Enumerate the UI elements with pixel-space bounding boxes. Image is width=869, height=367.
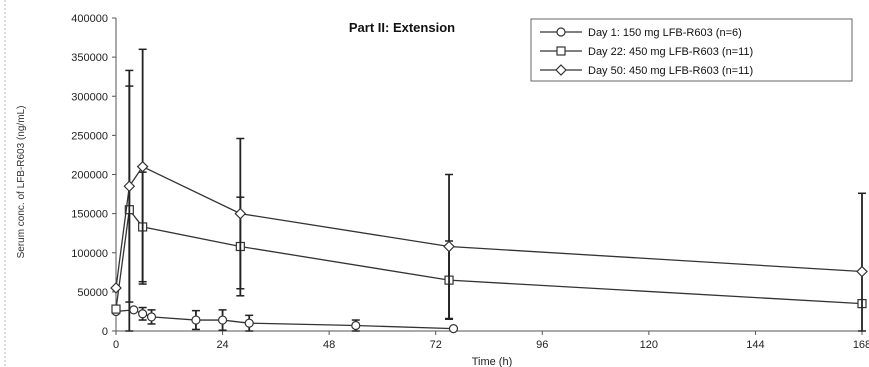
chart-title: Part II: Extension bbox=[349, 20, 455, 35]
data-point bbox=[111, 304, 121, 314]
legend: Day 1: 150 mg LFB-R603 (n=6) Day 22: 450 … bbox=[530, 18, 853, 82]
data-point bbox=[351, 320, 361, 331]
x-tick-label: 48 bbox=[323, 339, 335, 351]
data-point bbox=[856, 265, 868, 278]
data-point bbox=[217, 315, 228, 325]
x-tick-label: 24 bbox=[216, 339, 228, 351]
y-tick-label: 0 bbox=[102, 326, 108, 338]
legend-marker bbox=[556, 46, 566, 56]
series-3 bbox=[110, 48, 868, 332]
y-tick-label: 50000 bbox=[77, 287, 108, 299]
data-point bbox=[191, 315, 201, 325]
x-tick-label: 96 bbox=[536, 339, 548, 351]
y-tick-label: 100000 bbox=[71, 248, 108, 260]
series-line bbox=[115, 165, 863, 289]
x-tick-label: 72 bbox=[430, 339, 442, 351]
legend-entry: Day 22: 450 mg LFB-R603 (n=11) bbox=[540, 46, 753, 58]
y-axis-label: Serum conc. of LFB-R603 (ng/mL) bbox=[16, 106, 27, 259]
data-point bbox=[448, 324, 459, 334]
data-point bbox=[129, 305, 139, 315]
x-axis-label: Time (h) bbox=[472, 356, 513, 367]
legend-box bbox=[530, 18, 853, 82]
x-tick-label: 168 bbox=[853, 339, 869, 351]
series-line bbox=[115, 208, 863, 310]
legend-marker bbox=[555, 64, 567, 76]
legend-entry: Day 1: 150 mg LFB-R603 (n=6) bbox=[540, 27, 742, 39]
y-tick-label: 300000 bbox=[71, 91, 108, 103]
data-point bbox=[110, 282, 122, 294]
x-tick-label: 0 bbox=[113, 339, 119, 351]
data-point bbox=[234, 207, 247, 220]
y-tick-label: 150000 bbox=[71, 209, 108, 221]
series-1 bbox=[111, 305, 459, 334]
data-point bbox=[136, 160, 149, 173]
legend-entry: Day 50: 450 mg LFB-R603 (n=11) bbox=[540, 64, 753, 77]
data-point bbox=[146, 312, 157, 322]
data-point bbox=[443, 240, 455, 253]
y-tick-label: 200000 bbox=[71, 170, 108, 182]
series-layer bbox=[110, 48, 868, 334]
legend-label: Day 22: 450 mg LFB-R603 (n=11) bbox=[588, 46, 753, 58]
x-tick-label: 120 bbox=[640, 339, 658, 351]
axes-layer: 0 50000 100000 150000 200000 250000 300000 3500… bbox=[71, 13, 869, 351]
data-point bbox=[244, 318, 254, 328]
y-tick-label: 350000 bbox=[71, 52, 108, 64]
data-point bbox=[123, 180, 136, 193]
y-tick-label: 400000 bbox=[71, 13, 108, 25]
legend-marker bbox=[556, 27, 566, 37]
legend-label: Day 1: 150 mg LFB-R603 (n=6) bbox=[588, 27, 742, 39]
legend-label: Day 50: 450 mg LFB-R603 (n=11) bbox=[588, 65, 753, 77]
y-tick-label: 250000 bbox=[71, 130, 108, 142]
x-tick-label: 144 bbox=[746, 339, 764, 351]
data-point bbox=[138, 309, 148, 319]
